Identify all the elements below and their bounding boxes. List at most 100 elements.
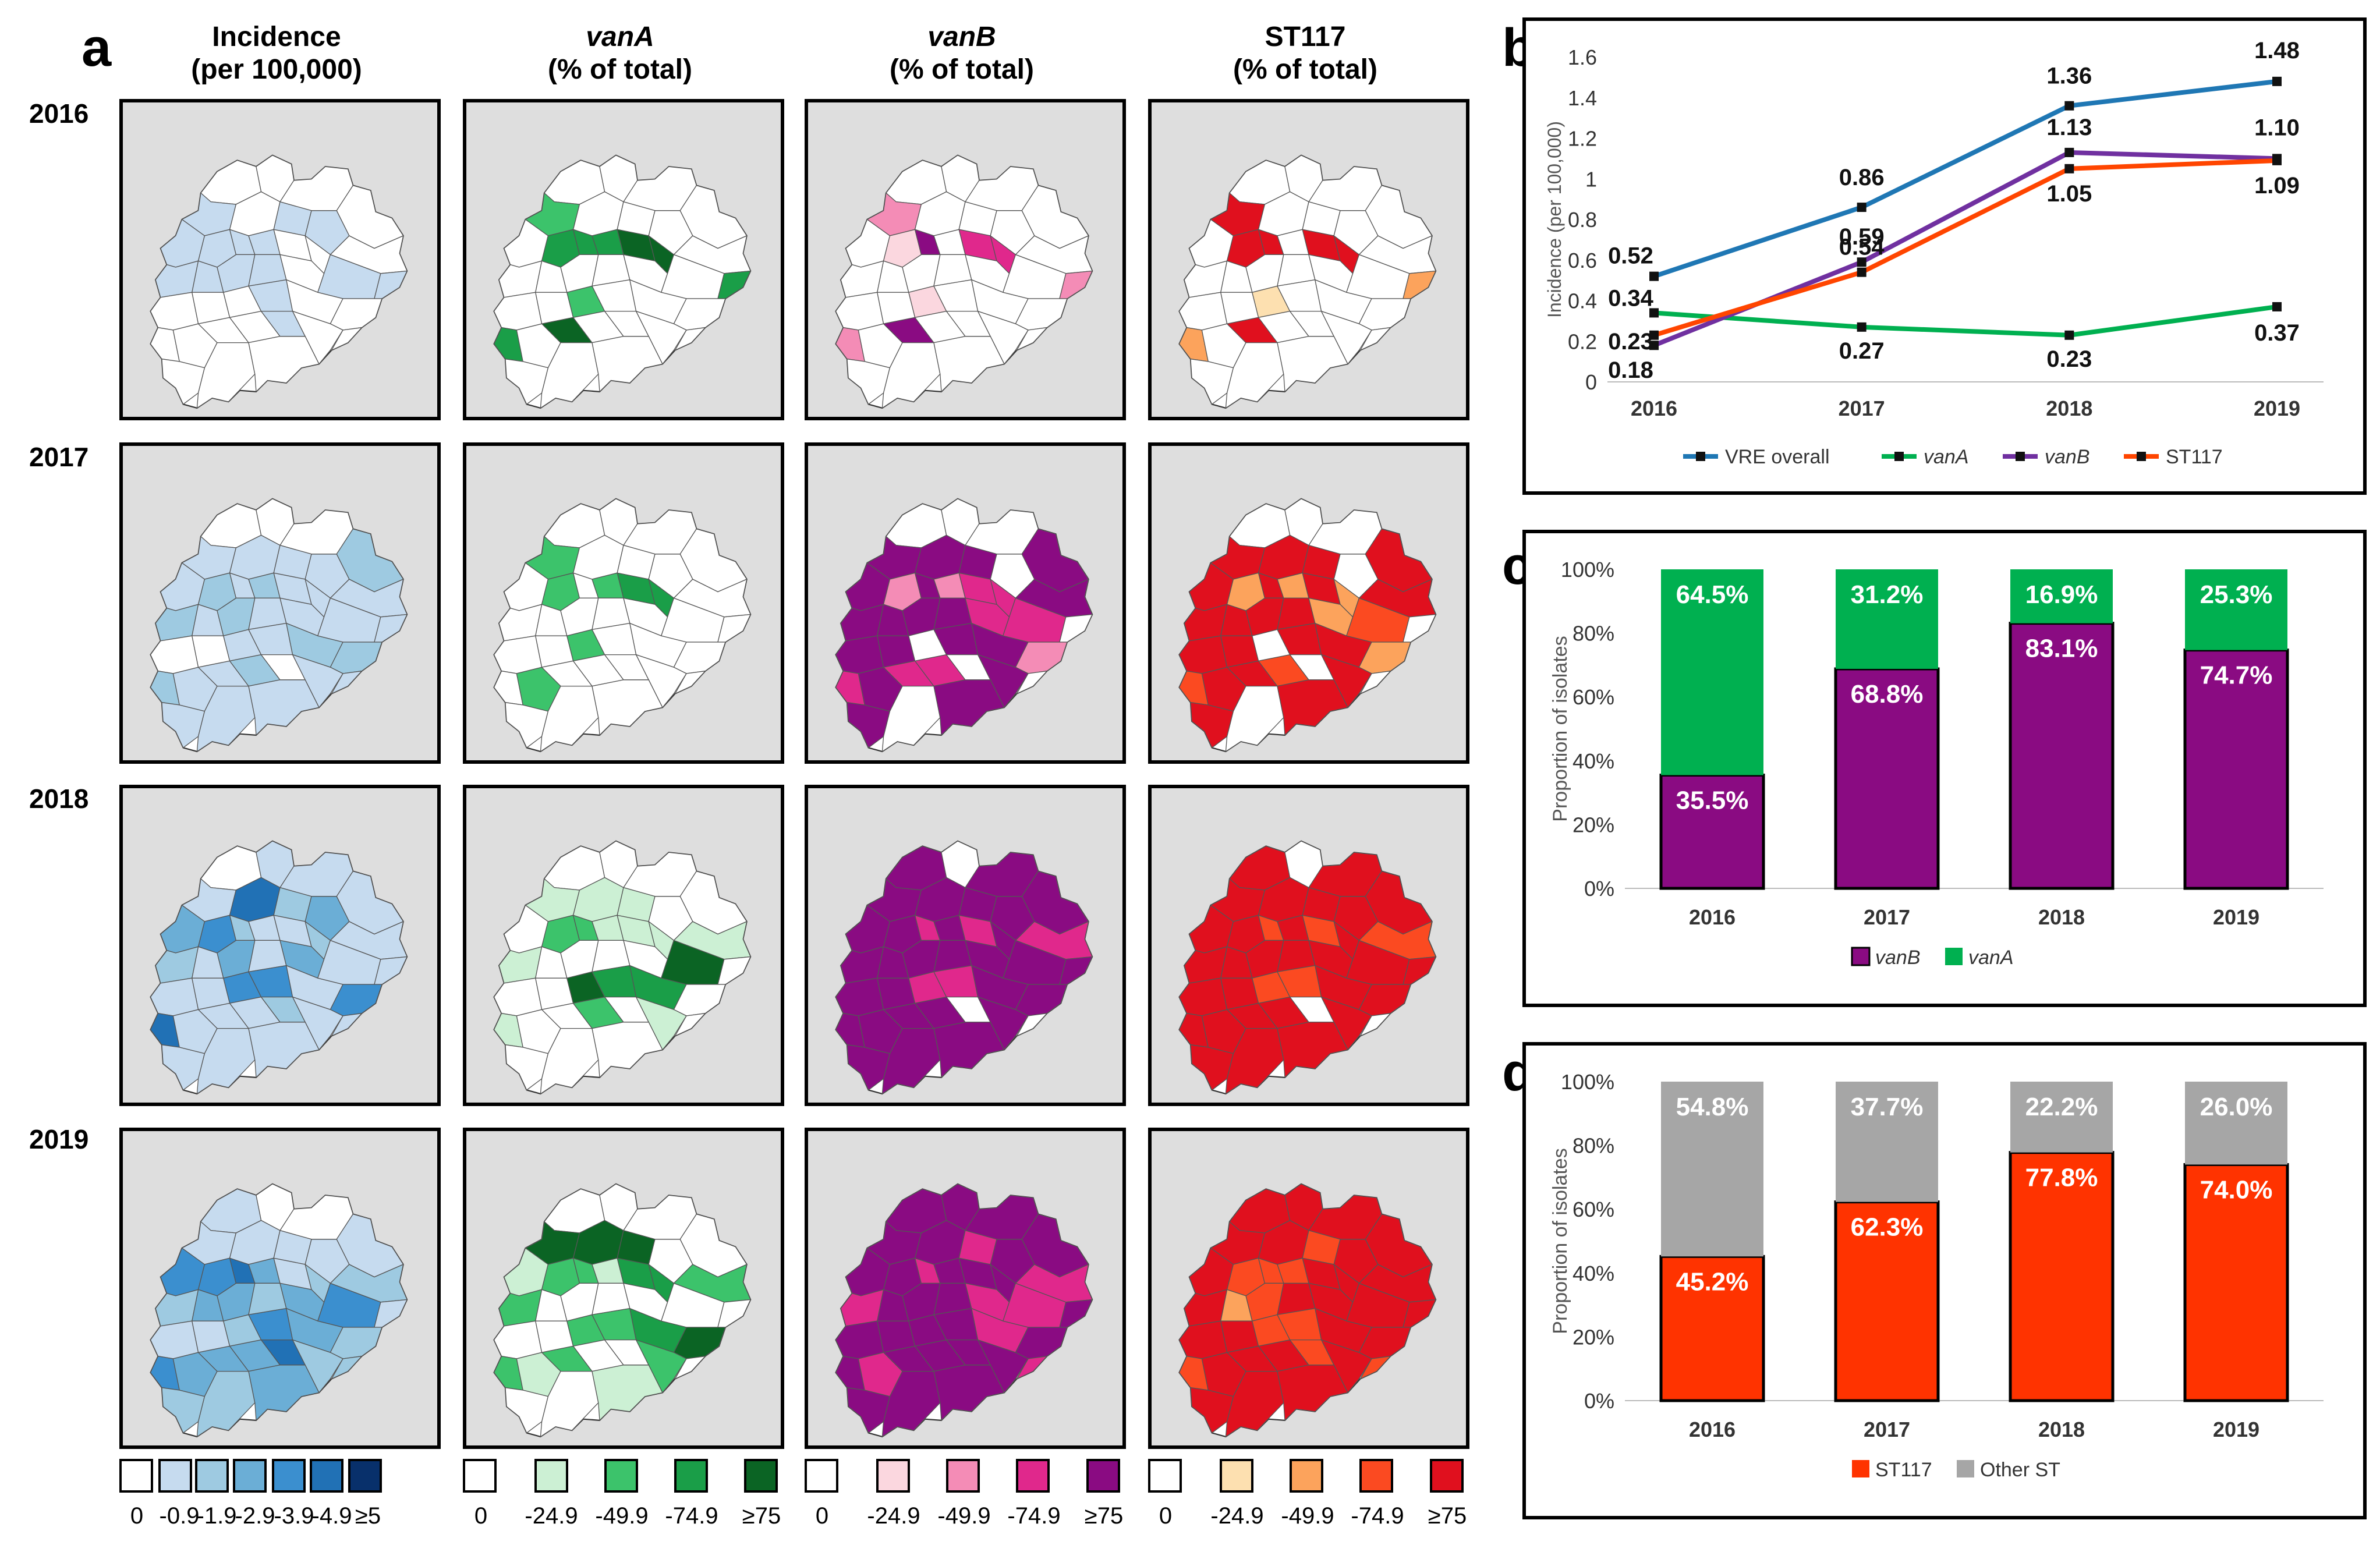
district-shape [540,342,599,409]
district-shape [150,977,199,1016]
legend-label: VRE overall [1725,446,1830,468]
data-point [2064,147,2074,157]
map-panel-vana-2017 [463,442,784,764]
district-shape [1016,1355,1049,1380]
district-shape [1225,342,1284,409]
district-shape [717,1299,752,1328]
district-shape [505,1044,549,1091]
district-shape [1359,1355,1392,1380]
district-shape [933,1022,1005,1079]
column-title-st117: ST117 (% of total) [1142,21,1468,86]
legend-label-st117: -74.9 [1351,1503,1404,1529]
legend-label: vanA [1924,446,1969,468]
column-title-italic: vanB [927,22,996,52]
legend-label-vanB: 0 [815,1503,829,1529]
bar-data-label: 16.9% [2025,580,2098,609]
region-map [493,498,752,753]
district-shape [1059,1299,1093,1328]
x-tick-label: 2019 [2213,1418,2259,1441]
data-point [2272,302,2282,311]
y-tick-label: 0% [1584,1389,1614,1413]
district-shape [674,327,707,351]
bar-data-label: 37.7% [1851,1093,1924,1121]
column-title-line2: (% of total) [1233,54,1377,85]
district-shape [1059,956,1093,985]
chart-d-frame: 0% 20% 40% 60% 80% 100% Proportion of isolates… [1522,1042,2367,1519]
region-map [150,498,408,753]
district-shape [847,1387,891,1434]
district-shape [331,670,363,694]
data-label: 0.34 [1608,285,1654,311]
legend-label-vanB: -74.9 [1007,1503,1061,1529]
data-label: 0.86 [1839,165,1885,190]
x-tick-label: 2017 [1839,396,1885,420]
region-map [493,1183,752,1438]
legend-label-vanA: 0 [474,1503,488,1529]
data-point [1857,267,1867,277]
data-label: 1.36 [2046,63,2092,89]
legend-label: Other ST [1980,1459,2060,1481]
data-label: 0.37 [2254,320,2300,346]
map-panel-vanb-2016 [805,99,1126,420]
legend-label: ST117 [1875,1459,1932,1481]
y-tick-label: 100% [1561,558,1614,582]
map-panel-st117-2017 [1148,442,1469,764]
column-title-italic: vanA [586,22,654,52]
legend-swatch-incidence [348,1459,382,1493]
district-shape [505,358,549,405]
data-label: 0.54 [1839,235,1885,260]
x-tick-label: 2017 [1864,905,1910,929]
bar-data-label: 74.0% [2200,1175,2273,1204]
bar-data-label: 25.3% [2200,580,2273,609]
y-tick-label: 80% [1572,1134,1614,1158]
legend-marker [1696,452,1705,461]
region-map [1178,840,1437,1095]
legend-swatch-vanA [604,1459,638,1493]
district-shape [1190,1387,1234,1434]
map-panel-vanb-2017 [805,442,1126,764]
district-shape [1359,670,1392,694]
district-shape [331,1012,363,1037]
district-shape [1402,956,1437,985]
region-map [1178,498,1437,753]
district-shape [1178,635,1228,674]
district-shape [493,292,543,331]
data-point [1649,308,1659,318]
y-tick-label: 80% [1572,622,1614,646]
district-shape [161,1387,206,1434]
district-shape [674,670,707,694]
district-shape [331,1355,363,1380]
legend-label: vanA [1968,947,2014,969]
data-label: 0.52 [1608,243,1653,269]
bar-segment-1 [2010,1082,2113,1153]
legend-label-vanA: -24.9 [525,1503,578,1529]
y-axis-label: Proportion of isolates [1549,1148,1571,1334]
legend-swatch-vanA [463,1459,497,1493]
district-shape [933,336,1005,393]
data-point [1857,322,1867,332]
legend-swatch-st117 [1290,1459,1323,1493]
y-axis-label: Incidence (per 100,000) [1544,121,1565,318]
district-shape [717,956,752,985]
data-point [1649,341,1659,350]
legend-swatch [1957,1460,1974,1477]
legend-swatch-vanA [674,1459,708,1493]
data-label: 1.10 [2254,115,2300,140]
y-tick-label: 20% [1572,1325,1614,1349]
legend-label: vanB [2045,446,2090,468]
district-shape [1225,1027,1284,1095]
district-shape [1190,358,1234,405]
district-shape [196,1370,256,1438]
district-shape [1016,327,1049,351]
district-shape [493,1320,543,1359]
data-label: 1.09 [2254,173,2300,199]
legend-label-vanA: -74.9 [665,1503,718,1529]
bar-data-label: 26.0% [2200,1093,2273,1121]
stacked-bar-chart-st: 0% 20% 40% 60% 80% 100% Proportion of isolates… [1549,1070,2324,1481]
year-label-2018: 2018 [29,784,89,814]
region-map [150,1183,408,1438]
legend-label-incidence: -1.9 [196,1503,237,1529]
data-label: 1.13 [2046,115,2092,140]
data-label: 0.59 [1839,224,1885,250]
y-tick-label: 0 [1585,370,1597,394]
